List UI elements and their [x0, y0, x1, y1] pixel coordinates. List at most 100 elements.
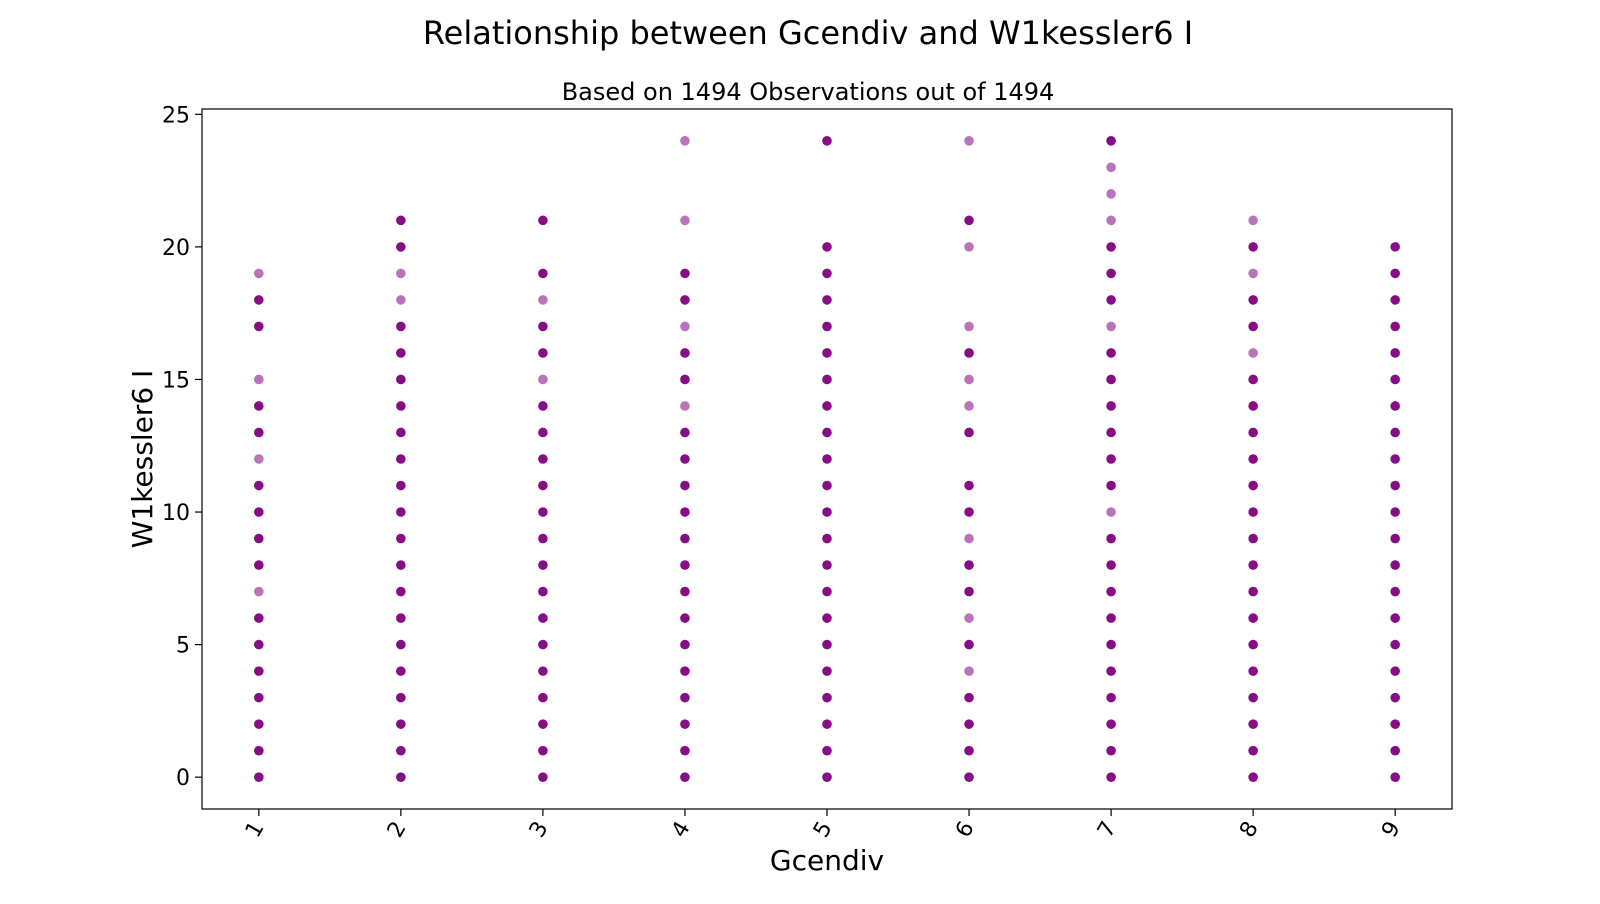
data-point — [396, 321, 406, 332]
data-point — [1248, 692, 1258, 703]
data-point — [254, 613, 264, 623]
data-point — [822, 613, 832, 623]
data-point — [680, 215, 690, 226]
data-point — [1390, 533, 1400, 544]
data-point — [396, 613, 406, 623]
data-point — [538, 401, 548, 411]
data-point — [254, 480, 264, 491]
data-point — [538, 692, 548, 703]
data-point — [822, 719, 832, 729]
data-point — [680, 692, 690, 703]
data-point — [964, 533, 974, 544]
x-axis-ticks: 1 2 3 4 5 6 7 8 9 — [241, 809, 1406, 842]
data-point — [254, 268, 264, 279]
data-point — [964, 560, 974, 570]
data-point — [680, 321, 690, 332]
data-point — [1106, 215, 1116, 226]
data-point — [1390, 480, 1400, 491]
x-tick-label: 2 — [383, 817, 412, 842]
data-point — [1390, 666, 1400, 676]
data-point — [254, 507, 264, 517]
chart-subtitle: Based on 1494 Observations out of 1494 — [562, 78, 1055, 106]
data-point — [538, 321, 548, 332]
data-point — [1390, 692, 1400, 703]
data-point — [680, 772, 690, 782]
data-point — [1248, 586, 1258, 597]
data-point — [964, 427, 974, 438]
data-point — [1248, 533, 1258, 544]
data-point — [396, 586, 406, 597]
data-point — [254, 666, 264, 676]
data-point — [1106, 427, 1116, 438]
data-point — [538, 454, 548, 464]
data-point — [680, 586, 690, 597]
data-point — [396, 348, 406, 358]
data-point — [680, 533, 690, 544]
data-point — [254, 772, 264, 782]
data-point — [1248, 242, 1258, 252]
data-point — [538, 745, 548, 756]
data-point — [396, 772, 406, 782]
data-point — [396, 242, 406, 252]
data-point — [1390, 586, 1400, 597]
data-point — [1106, 136, 1116, 146]
data-point — [1390, 321, 1400, 332]
data-point — [1390, 719, 1400, 729]
data-point — [964, 639, 974, 650]
data-point — [254, 639, 264, 650]
data-point — [254, 560, 264, 570]
data-point — [1106, 321, 1116, 332]
data-point — [538, 639, 548, 650]
data-point — [254, 374, 264, 385]
data-point — [1390, 507, 1400, 517]
data-point — [396, 480, 406, 491]
data-point — [1248, 215, 1258, 226]
data-point — [822, 772, 832, 782]
data-point — [538, 268, 548, 279]
data-point — [1248, 507, 1258, 517]
data-point — [538, 480, 548, 491]
data-point — [538, 586, 548, 597]
data-point — [964, 136, 974, 146]
y-axis-ticks: 0 5 10 15 20 25 — [162, 103, 202, 791]
data-point — [964, 480, 974, 491]
data-point — [1248, 295, 1258, 305]
data-point — [680, 480, 690, 491]
data-point — [822, 745, 832, 756]
data-point — [964, 719, 974, 729]
data-point — [822, 507, 832, 517]
data-point — [680, 639, 690, 650]
data-point — [538, 719, 548, 729]
data-point — [1390, 348, 1400, 358]
chart-title: Relationship between Gcendiv and W1kessl… — [423, 14, 1193, 52]
data-point — [1248, 666, 1258, 676]
data-point — [822, 666, 832, 676]
data-point — [538, 215, 548, 226]
data-point — [254, 533, 264, 544]
data-point — [1390, 745, 1400, 756]
data-point — [396, 639, 406, 650]
data-point — [1248, 454, 1258, 464]
data-point — [680, 454, 690, 464]
data-point — [254, 692, 264, 703]
data-point — [254, 401, 264, 411]
data-point — [680, 507, 690, 517]
data-point — [1106, 348, 1116, 358]
data-point — [396, 295, 406, 305]
data-point — [1390, 772, 1400, 782]
data-point — [822, 586, 832, 597]
data-point — [1106, 586, 1116, 597]
y-tick-label: 25 — [162, 103, 190, 128]
x-tick-label: 8 — [1235, 817, 1264, 842]
data-point — [1390, 295, 1400, 305]
data-point — [396, 268, 406, 279]
x-tick-label: 6 — [951, 817, 980, 842]
data-point — [1106, 639, 1116, 650]
data-point — [822, 401, 832, 411]
data-point — [1106, 242, 1116, 252]
data-point — [964, 507, 974, 517]
data-point — [1248, 268, 1258, 279]
data-point — [396, 666, 406, 676]
data-point — [254, 427, 264, 438]
x-tick-label: 3 — [525, 817, 554, 842]
